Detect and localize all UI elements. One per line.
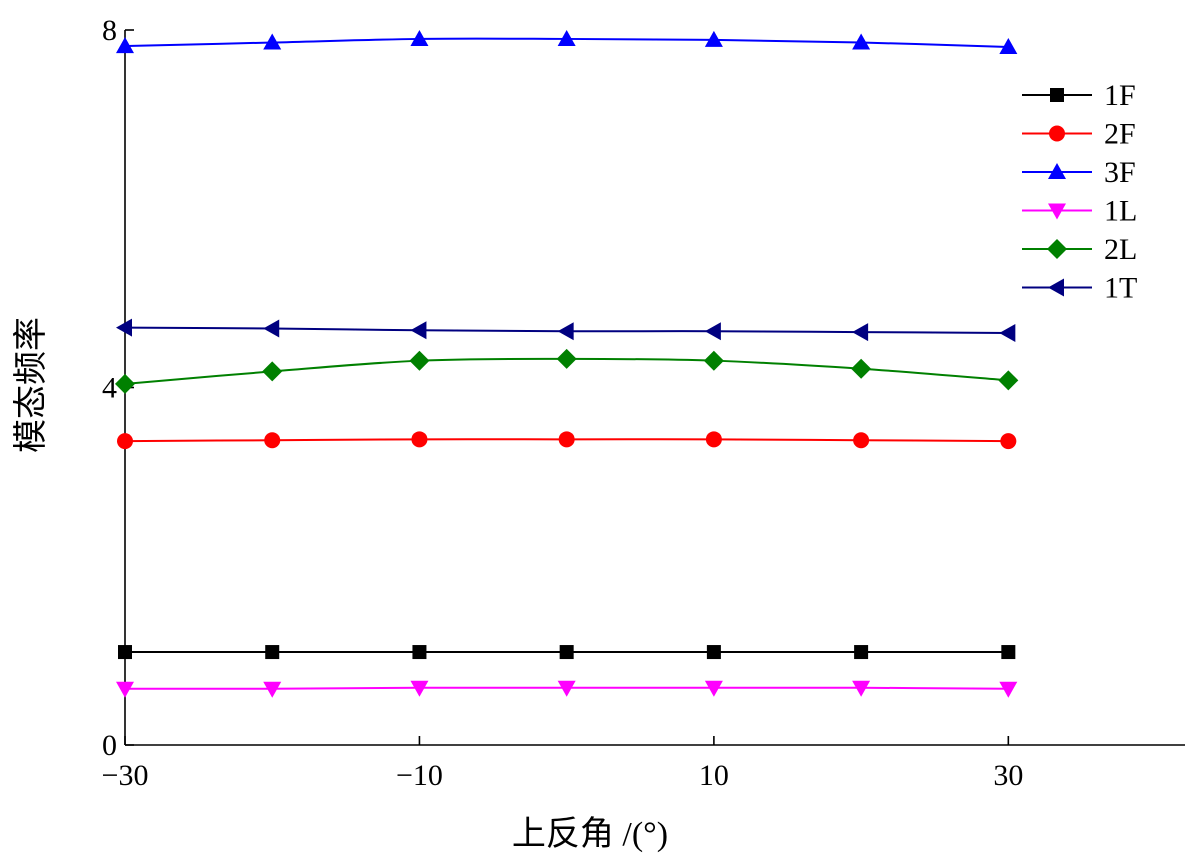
data-point-2f xyxy=(705,431,722,448)
data-point-2f xyxy=(558,431,575,448)
data-point-1t xyxy=(557,322,574,341)
data-point-1f xyxy=(559,645,574,660)
x-tick-label: −30 xyxy=(102,759,149,792)
data-point-2l xyxy=(703,350,724,371)
legend-item-1t: 1T xyxy=(1022,272,1137,305)
data-point-1l xyxy=(704,680,723,697)
data-point-1f xyxy=(854,645,869,660)
legend-marker-2l xyxy=(1047,239,1067,259)
legend-label-2f: 2F xyxy=(1104,118,1136,151)
data-point-1l xyxy=(263,681,282,698)
data-point-2f xyxy=(264,432,281,449)
y-tick-label: 0 xyxy=(102,729,117,762)
data-point-3f xyxy=(116,37,134,54)
series-1l xyxy=(116,680,1018,698)
data-point-1l xyxy=(410,680,429,697)
data-point-2f xyxy=(853,432,870,449)
series-1f xyxy=(118,645,1016,660)
data-point-1l xyxy=(852,680,871,697)
data-point-2l xyxy=(115,373,135,394)
legend-item-1f: 1F xyxy=(1022,79,1136,112)
legend-label-1t: 1T xyxy=(1104,272,1137,305)
data-point-1l xyxy=(999,681,1018,698)
data-point-1t xyxy=(263,319,280,338)
data-point-2f xyxy=(411,431,428,448)
legend-marker-3f xyxy=(1048,163,1066,179)
data-point-1l xyxy=(116,681,134,698)
legend-item-3f: 3F xyxy=(1022,156,1136,189)
data-point-2l xyxy=(851,358,872,379)
x-tick-label: −10 xyxy=(396,759,443,792)
data-point-2l xyxy=(556,348,577,369)
legend-label-2l: 2L xyxy=(1104,233,1137,266)
y-tick-label: 4 xyxy=(102,372,117,405)
x-tick-label: 10 xyxy=(699,759,729,792)
data-point-1t xyxy=(999,323,1016,342)
legend-label-1f: 1F xyxy=(1104,79,1136,112)
data-point-3f xyxy=(410,29,429,46)
x-axis-title: 上反角 /(°) xyxy=(512,815,668,853)
data-point-1t xyxy=(116,318,132,337)
data-point-1l xyxy=(557,680,576,697)
data-point-1t xyxy=(852,323,869,342)
legend-label-1l: 1L xyxy=(1104,195,1137,228)
x-tick-label: 30 xyxy=(993,759,1023,792)
data-point-1f xyxy=(1001,645,1016,660)
data-point-2l xyxy=(998,370,1019,391)
legend-item-2f: 2F xyxy=(1022,118,1136,151)
legend-marker-2f xyxy=(1049,125,1065,142)
legend-item-1l: 1L xyxy=(1022,195,1137,228)
series-1t xyxy=(116,318,1016,342)
data-point-1f xyxy=(118,645,132,660)
data-point-2l xyxy=(409,350,430,371)
data-point-3f xyxy=(852,33,871,50)
data-point-3f xyxy=(263,33,282,50)
data-point-1f xyxy=(412,645,427,660)
y-tick-label: 8 xyxy=(102,14,117,47)
y-axis-title: 模态频率 xyxy=(12,317,50,453)
data-point-2f xyxy=(117,433,133,450)
series-group xyxy=(115,29,1019,698)
data-point-3f xyxy=(557,29,576,46)
legend-item-2l: 2L xyxy=(1022,233,1137,266)
series-2f xyxy=(117,431,1017,450)
legend-marker-1f xyxy=(1050,88,1064,102)
series-3f xyxy=(116,29,1018,54)
data-point-3f xyxy=(999,37,1018,54)
data-point-2f xyxy=(1000,433,1017,450)
legend: 1F 2F 3F 1L 2L 1T xyxy=(1022,79,1137,305)
series-2l xyxy=(115,348,1019,394)
data-point-3f xyxy=(704,30,723,47)
legend-marker-1l xyxy=(1048,203,1066,220)
axes: −30 −10 10 30 0 4 8 xyxy=(102,14,1185,792)
data-point-1f xyxy=(706,645,721,660)
legend-label-3f: 3F xyxy=(1104,156,1136,189)
data-point-1t xyxy=(410,321,427,340)
data-point-1t xyxy=(704,322,721,341)
data-point-2l xyxy=(262,361,283,382)
legend-marker-1t xyxy=(1048,278,1064,297)
data-point-1f xyxy=(265,645,280,660)
